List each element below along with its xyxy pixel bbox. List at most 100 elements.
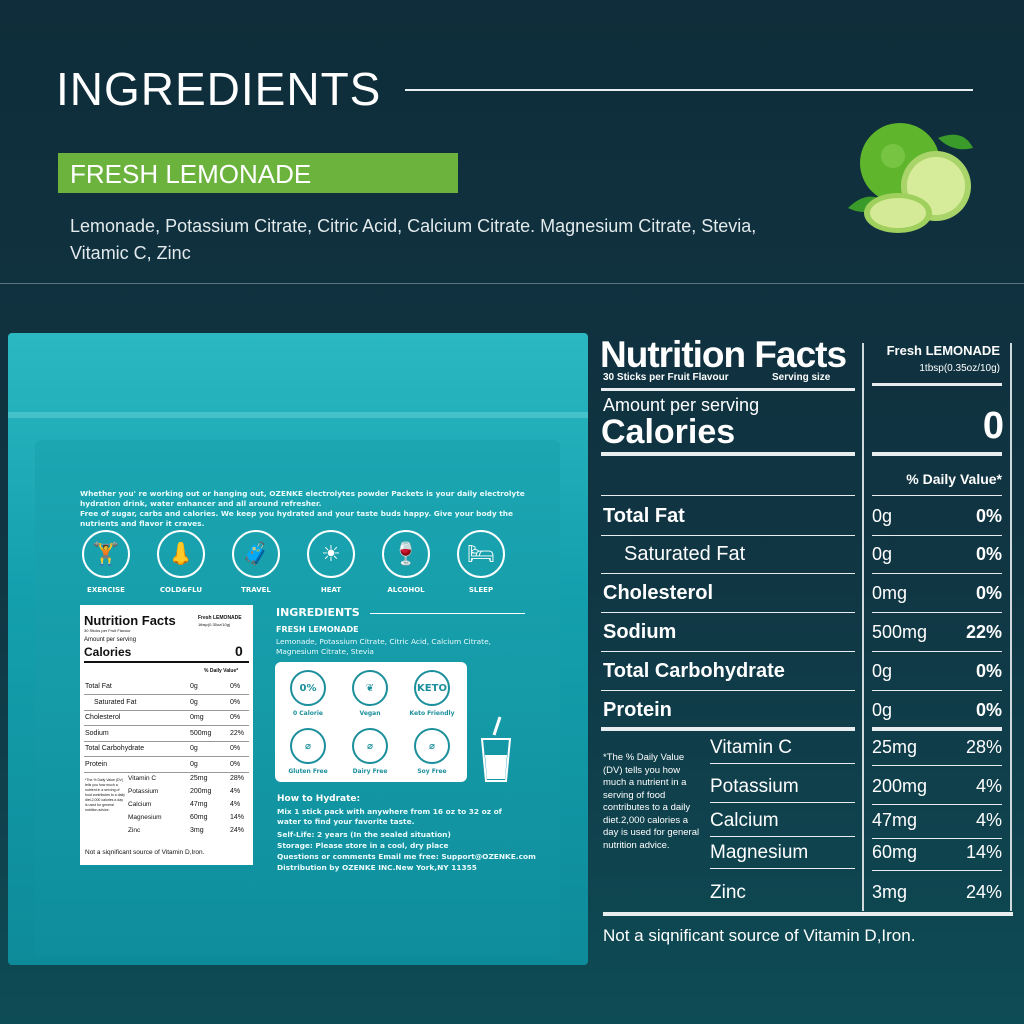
nutrient-name: Total Carbohydrate [603, 660, 785, 682]
pouch-title-rule [370, 613, 525, 614]
mini-amount: 60mg [190, 814, 208, 821]
badge-label: Gluten Free [288, 768, 328, 775]
rule [601, 690, 855, 691]
rule [601, 535, 855, 536]
mineral-name: Potassium [710, 776, 799, 797]
mini-amount: 0mg [190, 714, 204, 721]
use-label: TRAVEL [241, 586, 271, 594]
rule [710, 802, 855, 803]
mini-dv: 24% [230, 827, 245, 834]
mini-dv: 0% [230, 745, 241, 752]
mini-dv-header: % Daily Value* [204, 668, 239, 674]
mineral-name: Magnesium [710, 842, 809, 863]
mini-rule [84, 661, 249, 663]
rule [601, 388, 855, 391]
mini-dv: 0% [230, 760, 241, 768]
mini-nutrient: Total Fat [85, 683, 112, 690]
mineral-amount: 200mg [872, 776, 928, 796]
mini-rule [84, 740, 249, 742]
nutrient-name: Protein [603, 699, 672, 721]
badge-label: Keto Friendly [409, 710, 455, 717]
pouch-ingredients-title: INGREDIENTS [276, 606, 360, 619]
mini-title: Nutrition Facts [84, 613, 176, 628]
badge-icon: ⌀ [352, 728, 388, 764]
storage: Storage: Please store in a cool, dry pla… [277, 841, 449, 850]
mini-amount: 0g [190, 760, 198, 768]
mini-nutrition-label: Nutrition Facts 30 Sticks per Fruit Flavo… [80, 605, 253, 865]
nutrient-dv: 0% [975, 700, 1002, 720]
nutrient-dv: 0% [975, 506, 1002, 526]
rule [601, 727, 855, 731]
serving-size-label: Serving size [772, 372, 831, 383]
mini-nutrient: Sodium [85, 729, 109, 737]
mini-dv: 4% [230, 788, 241, 795]
mineral-name: Calcium [710, 810, 779, 831]
mini-serving: 1tbsp(0.35oz/10g) [198, 622, 231, 627]
nutrient-amount: 0g [872, 544, 893, 564]
mineral-amount: 3mg [872, 882, 908, 902]
badge-label: Vegan [359, 710, 381, 717]
rule [872, 727, 1002, 731]
mineral-dv: 28% [965, 737, 1002, 757]
traveler-icon: 🧳 [232, 530, 280, 578]
calories-value: 0 [982, 405, 1004, 447]
badge-icon: ❦ [352, 670, 388, 706]
rule [872, 690, 1002, 691]
rule [872, 452, 1002, 456]
badge-label: Dairy Free [352, 768, 388, 775]
rule [872, 612, 1002, 613]
mini-amount: 47mg [190, 801, 208, 808]
nutrient-amount: 0g [872, 661, 893, 681]
rule [601, 612, 855, 613]
use-label: ALCOHOL [387, 586, 425, 594]
nutrient-amount: 500mg [872, 622, 928, 642]
nutrient-dv: 0% [975, 661, 1002, 681]
badge-icon: ⌀ [414, 728, 450, 764]
mineral-dv: 4% [975, 810, 1002, 830]
badge-label: Soy Free [417, 768, 447, 775]
rule [872, 838, 1002, 839]
mini-rule [84, 725, 249, 726]
mineral-name: Zinc [710, 882, 746, 903]
mini-dv: 28% [230, 775, 245, 782]
mini-calories: 0 [235, 643, 243, 659]
pouch-flavor: FRESH LEMONADE [276, 625, 359, 634]
pouch-intro: Whether you' re working out or hanging o… [80, 489, 525, 508]
distribution: Distribution by OZENKE INC.New York,NY 1… [277, 863, 477, 872]
nutrient-dv: 0% [975, 544, 1002, 564]
dv-header: % Daily Value* [906, 471, 1002, 487]
badge-icon: KETO [414, 670, 450, 706]
mini-rule [84, 771, 249, 773]
mini-flavor: Fresh LEMONADE [198, 615, 242, 621]
glass-icon [480, 716, 512, 782]
mini-dv: 22% [230, 729, 245, 737]
section-divider [0, 283, 1024, 284]
mini-nutrient: Total Carbohydrate [85, 745, 145, 752]
nutrient-amount: 0mg [872, 583, 908, 603]
footnote: Not a siqnificant source of Vitamin D,Ir… [603, 926, 916, 945]
mini-mineral: Vitamin C [128, 775, 157, 782]
rule [601, 495, 855, 496]
mineral-dv: 4% [975, 776, 1002, 796]
mini-rule [84, 709, 249, 711]
mini-mineral: Calcium [128, 801, 152, 808]
wine-icon: 🍷 [382, 530, 430, 578]
shelf-life: Self-Life: 2 years (In the sealed situat… [277, 830, 451, 839]
nutrient-name: Total Fat [603, 505, 685, 527]
amount-per-serving: Amount per serving [603, 395, 760, 415]
rule [872, 495, 1002, 496]
use-label: SLEEP [468, 586, 494, 594]
nutrient-name: Saturated Fat [624, 543, 746, 565]
rule [601, 452, 855, 456]
nutrient-dv: 0% [975, 583, 1002, 603]
nutrient-name: Cholesterol [603, 582, 714, 604]
badge-icon: 0% [290, 670, 326, 706]
mini-amount: Amount per serving [84, 637, 137, 643]
badge-label: 0 Calorie [293, 710, 323, 717]
mini-amount: 500mg [190, 729, 212, 737]
how-text: Mix 1 stick pack with anywhere from 16 o… [277, 807, 502, 826]
mini-mineral: Zinc [128, 827, 141, 834]
use-label: COLD&FLU [159, 586, 203, 594]
mineral-amount: 25mg [872, 737, 918, 757]
bed-icon: 🛏 [457, 530, 505, 578]
